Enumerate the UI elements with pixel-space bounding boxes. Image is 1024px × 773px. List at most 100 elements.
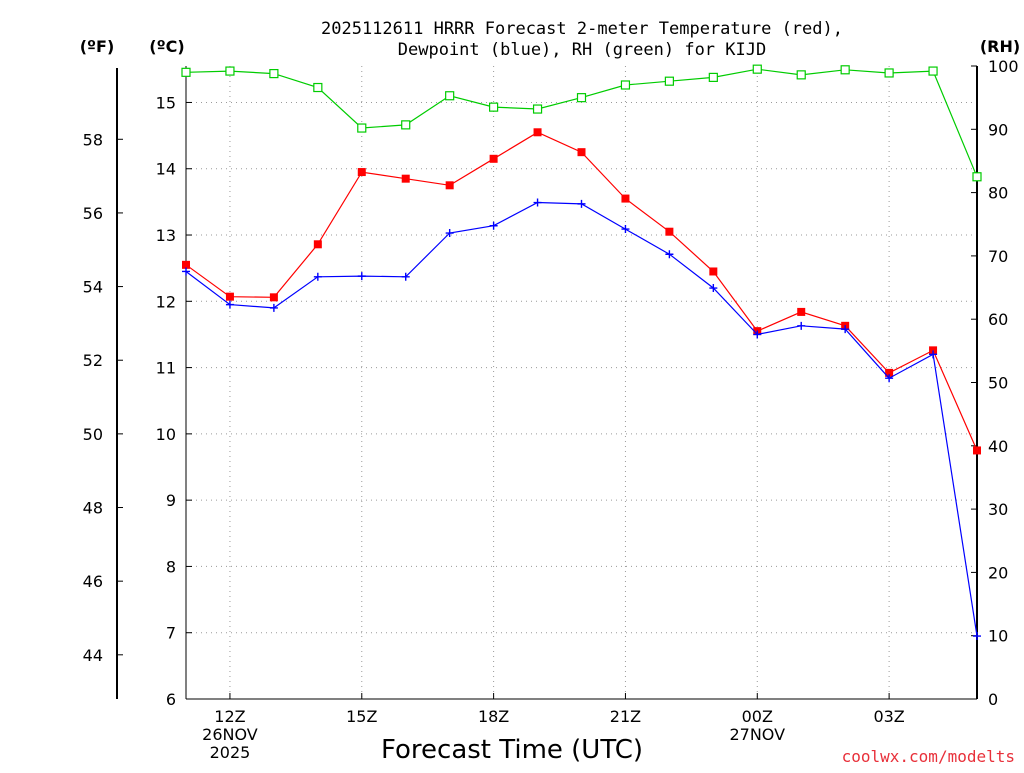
dewpoint-point (885, 374, 894, 383)
celsius-tick-label: 6 (166, 690, 176, 709)
temperature-point (182, 260, 190, 269)
rh-tick-label: 50 (988, 374, 1008, 393)
rh-tick-label: 60 (988, 310, 1008, 329)
x-tick-label: 27NOV (729, 725, 785, 744)
rh-point (576, 93, 587, 103)
tick-labels: 6 7 8 9 10 11 12 13 14 15 44 46 48 50 52 54 56 58 0 10 20 30 4… (83, 57, 1019, 762)
x-tick-label: 21Z (610, 707, 641, 726)
celsius-tick-label: 13 (156, 226, 176, 245)
rh-point (796, 70, 806, 80)
rh-tick-label: 100 (988, 57, 1019, 76)
celsius-tick-label: 10 (156, 425, 176, 444)
dewpoint-point (577, 199, 586, 208)
x-tick-label: 03Z (873, 707, 904, 726)
dewpoint-point (401, 272, 410, 281)
fahrenheit-tick-label: 58 (83, 130, 103, 149)
celsius-tick-label: 7 (166, 624, 176, 643)
dewpoint-point (445, 229, 454, 238)
celsius-tick-label: 8 (166, 557, 176, 576)
temperature-point (533, 128, 542, 137)
celsius-unit-label: (ºC) (149, 37, 184, 56)
rh-tick-label: 40 (988, 437, 1008, 456)
chart-title-line-2: Dewpoint (blue), RH (green) for KIJD (398, 40, 766, 60)
rh-point (840, 65, 850, 75)
dewpoint-point (357, 272, 366, 281)
temperature-point (973, 446, 981, 455)
temperature-point (577, 148, 586, 157)
rh-tick-label: 90 (988, 120, 1008, 139)
rh-tick-label: 0 (988, 690, 998, 709)
dewpoint-point (841, 325, 850, 334)
temperature-point (797, 307, 806, 316)
dewpoint-point (973, 632, 981, 641)
x-tick-label: 26NOV (202, 725, 258, 744)
x-axis-title: Forecast Time (UTC) (381, 735, 643, 765)
x-tick-label: 12Z (214, 707, 245, 726)
temperature-point (709, 267, 718, 276)
fahrenheit-unit-label: (ºF) (80, 37, 115, 56)
fahrenheit-tick-label: 46 (83, 572, 103, 591)
dewpoint-point (269, 303, 278, 312)
rh-point (620, 80, 631, 90)
dewpoint-point (533, 198, 542, 207)
x-tick-label: 18Z (478, 707, 509, 726)
temperature-point (885, 368, 894, 377)
dewpoint-point (797, 321, 806, 330)
fahrenheit-tick-label: 56 (83, 204, 103, 223)
dewpoint-line (185, 201, 978, 637)
x-tick-label: 00Z (742, 707, 773, 726)
rh-point (884, 68, 894, 78)
x-tick-label: 2025 (210, 743, 251, 762)
dewpoint-point (489, 221, 498, 230)
temperature-point (489, 154, 498, 163)
dewpoint-point (753, 330, 762, 339)
celsius-tick-label: 14 (156, 160, 176, 179)
dewpoint-point (225, 300, 234, 309)
temperature-point (665, 227, 674, 236)
temperature-point (357, 168, 366, 177)
rh-point (401, 120, 411, 130)
dewpoint-point (313, 272, 322, 281)
celsius-tick-label: 15 (156, 93, 176, 112)
celsius-tick-label: 11 (156, 359, 176, 378)
celsius-tick-label: 9 (166, 491, 176, 510)
fahrenheit-tick-label: 52 (83, 351, 103, 370)
temperature-line (185, 131, 978, 451)
rh-point (664, 76, 674, 86)
rh-point (313, 82, 323, 93)
dewpoint-point (929, 350, 938, 359)
dewpoint-point (621, 225, 630, 234)
rh-tick-label: 70 (988, 247, 1008, 266)
dewpoint-point (709, 284, 718, 293)
temperature-point (225, 292, 234, 301)
credit-label: coolwx.com/modelts (842, 747, 1015, 766)
rh-point (445, 91, 455, 101)
rh-point (225, 66, 235, 76)
fahrenheit-tick-label: 54 (83, 278, 103, 297)
x-tick-label: 15Z (346, 707, 377, 726)
rh-point (489, 102, 499, 112)
axes (116, 65, 978, 700)
rh-tick-label: 30 (988, 500, 1008, 519)
rh-point (269, 68, 279, 79)
rh-tick-label: 80 (988, 184, 1008, 203)
rh-point (752, 64, 762, 74)
fahrenheit-tick-label: 44 (83, 646, 103, 665)
rh-unit-label: (RH) (980, 37, 1020, 56)
rh-tick-label: 10 (988, 627, 1008, 646)
rh-tick-label: 20 (988, 563, 1008, 582)
rh-line (185, 68, 978, 178)
data-series (181, 64, 982, 641)
dewpoint-point (665, 250, 674, 259)
rh-point (357, 123, 367, 133)
fahrenheit-tick-label: 48 (83, 499, 103, 518)
dewpoint-point (182, 267, 190, 276)
temperature-point (313, 240, 322, 249)
rh-point (708, 72, 718, 82)
chart-title-line-1: 2025112611 HRRR Forecast 2-meter Tempera… (321, 19, 843, 39)
celsius-tick-label: 12 (156, 292, 176, 311)
grid-lines (186, 66, 977, 699)
temperature-point (269, 293, 278, 302)
fahrenheit-tick-label: 50 (83, 425, 103, 444)
